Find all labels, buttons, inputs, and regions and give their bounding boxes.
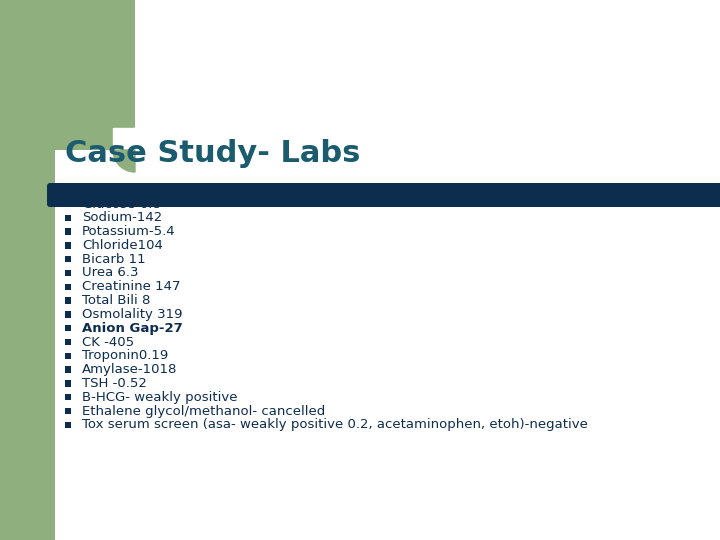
Bar (65, 242, 71, 248)
Text: Ethalene glycol/methanol- cancelled: Ethalene glycol/methanol- cancelled (82, 404, 325, 417)
Bar (65, 270, 71, 276)
Text: Glucose-6.8: Glucose-6.8 (82, 198, 161, 211)
Text: Urea 6.3: Urea 6.3 (82, 267, 138, 280)
Text: CK -405: CK -405 (82, 335, 134, 348)
Text: Sodium-142: Sodium-142 (82, 211, 162, 224)
Bar (65, 422, 71, 428)
Text: B-HCG- weakly positive: B-HCG- weakly positive (82, 391, 238, 404)
FancyBboxPatch shape (0, 0, 135, 150)
Text: Osmolality 319: Osmolality 319 (82, 308, 182, 321)
Bar (65, 408, 71, 414)
Text: Chloride104: Chloride104 (82, 239, 163, 252)
Bar (65, 394, 71, 400)
Bar (65, 325, 71, 332)
FancyBboxPatch shape (0, 0, 55, 540)
Polygon shape (113, 150, 135, 172)
Bar (65, 298, 71, 304)
Text: Creatinine 147: Creatinine 147 (82, 280, 181, 293)
Bar (65, 339, 71, 345)
Text: Potassium-5.4: Potassium-5.4 (82, 225, 176, 238)
Bar (65, 380, 71, 387)
Bar (65, 228, 71, 235)
Text: Tox serum screen (asa- weakly positive 0.2, acetaminophen, etoh)-negative: Tox serum screen (asa- weakly positive 0… (82, 418, 588, 431)
Polygon shape (113, 128, 135, 172)
Bar (65, 201, 71, 207)
Text: Amylase-1018: Amylase-1018 (82, 363, 177, 376)
Bar (65, 256, 71, 262)
Text: TSH -0.52: TSH -0.52 (82, 377, 147, 390)
Text: Troponin0.19: Troponin0.19 (82, 349, 168, 362)
Text: Anion Gap-27: Anion Gap-27 (82, 322, 183, 335)
Text: Total Bili 8: Total Bili 8 (82, 294, 150, 307)
Bar (65, 284, 71, 290)
Text: Case Study- Labs: Case Study- Labs (65, 139, 361, 168)
Bar (65, 353, 71, 359)
Text: Bicarb 11: Bicarb 11 (82, 253, 145, 266)
Bar (65, 367, 71, 373)
Bar (65, 214, 71, 221)
FancyBboxPatch shape (47, 183, 720, 207)
Bar (65, 311, 71, 318)
Polygon shape (113, 128, 135, 150)
